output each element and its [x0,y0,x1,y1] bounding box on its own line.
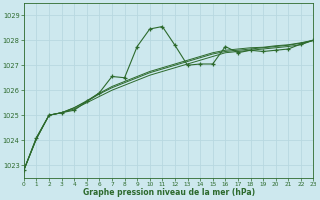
X-axis label: Graphe pression niveau de la mer (hPa): Graphe pression niveau de la mer (hPa) [83,188,255,197]
